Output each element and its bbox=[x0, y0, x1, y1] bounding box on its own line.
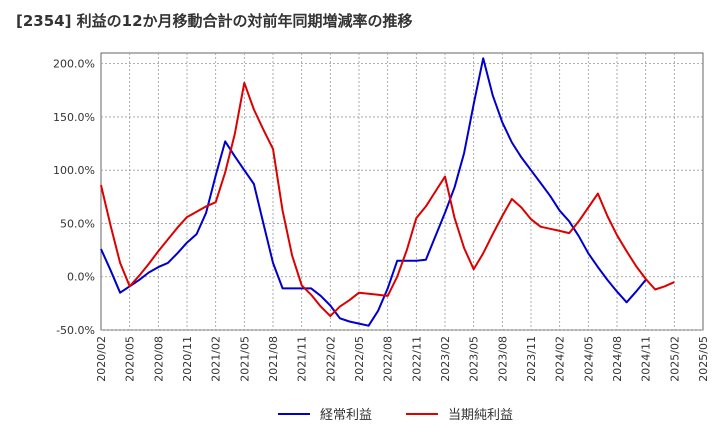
y-tick-label: 200.0% bbox=[53, 58, 95, 71]
y-tick-label: 100.0% bbox=[53, 164, 95, 177]
x-tick-label: 2020/08 bbox=[152, 336, 165, 382]
series-lines bbox=[100, 57, 675, 327]
y-tick-label: -50.0% bbox=[56, 324, 95, 337]
x-tick-label: 2022/11 bbox=[410, 336, 423, 382]
x-tick-label: 2024/05 bbox=[582, 336, 595, 382]
y-tick-label: 150.0% bbox=[53, 111, 95, 124]
legend-swatch-series-1 bbox=[406, 412, 438, 415]
legend-item-series-0: 経常利益 bbox=[278, 404, 372, 423]
x-tick-label: 2025/02 bbox=[668, 336, 681, 382]
legend-item-series-1: 当期純利益 bbox=[406, 404, 513, 423]
x-tick-label: 2024/11 bbox=[640, 336, 653, 382]
chart-title: [2354] 利益の12か月移動合計の対前年同期増減率の推移 bbox=[16, 12, 413, 30]
x-tick-label: 2021/11 bbox=[296, 336, 309, 382]
y-axis-tick-labels: -50.0% 0.0% 50.0% 100.0% 150.0% 200.0% bbox=[53, 58, 95, 337]
x-tick-label: 2021/05 bbox=[238, 336, 251, 382]
legend: 経常利益 当期純利益 bbox=[0, 404, 720, 428]
x-tick-label: 2020/05 bbox=[124, 336, 137, 382]
legend-label-series-0: 経常利益 bbox=[320, 408, 373, 423]
x-tick-label: 2025/05 bbox=[697, 336, 710, 382]
y-tick-label: 0.0% bbox=[67, 271, 95, 284]
series-line-0 bbox=[100, 57, 647, 327]
x-tick-label: 2024/08 bbox=[611, 336, 624, 382]
grid-lines bbox=[101, 53, 703, 331]
series-line-1 bbox=[100, 81, 675, 318]
plot-area bbox=[100, 52, 704, 331]
x-tick-label: 2022/02 bbox=[324, 336, 337, 382]
x-tick-label: 2023/08 bbox=[496, 336, 509, 382]
x-tick-label: 2023/11 bbox=[525, 336, 538, 382]
legend-label-series-1: 当期純利益 bbox=[448, 408, 514, 423]
x-axis-tick-labels: 2020/02 2020/05 2020/08 2020/11 2021/02 2021/… bbox=[95, 336, 710, 382]
x-tick-label: 2023/05 bbox=[468, 336, 481, 382]
x-tick-label: 2024/02 bbox=[554, 336, 567, 382]
y-tick-label: 50.0% bbox=[60, 217, 95, 230]
x-tick-label: 2022/05 bbox=[353, 336, 366, 382]
x-tick-label: 2020/02 bbox=[95, 336, 108, 382]
x-tick-label: 2021/08 bbox=[267, 336, 280, 382]
x-tick-label: 2020/11 bbox=[181, 336, 194, 382]
legend-swatch-series-0 bbox=[278, 412, 310, 415]
x-tick-label: 2023/02 bbox=[439, 336, 452, 382]
x-tick-label: 2021/02 bbox=[210, 336, 223, 382]
x-tick-label: 2022/08 bbox=[382, 336, 395, 382]
